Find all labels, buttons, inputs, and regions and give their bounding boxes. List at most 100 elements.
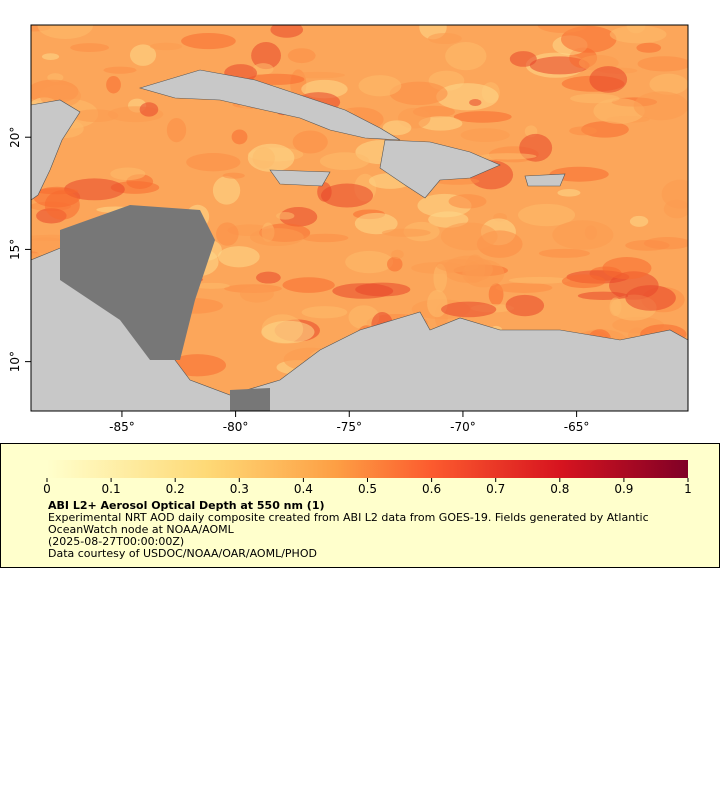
aod-patch bbox=[139, 102, 159, 117]
aod-patch bbox=[72, 109, 119, 123]
aod-patch bbox=[355, 282, 411, 297]
aod-patch bbox=[663, 199, 688, 219]
aod-patch bbox=[250, 228, 304, 247]
aod-patch bbox=[389, 81, 448, 106]
aod-patch bbox=[436, 259, 479, 273]
aod-patch bbox=[549, 166, 609, 182]
aod-patch bbox=[345, 250, 394, 274]
colorbar bbox=[47, 460, 688, 478]
aod-patch bbox=[35, 188, 79, 195]
aod-patch bbox=[508, 276, 571, 284]
aod-patch bbox=[440, 222, 498, 251]
aod-patch bbox=[216, 222, 239, 246]
colorbar-tick-label: 0 bbox=[43, 482, 51, 496]
aod-patch bbox=[552, 220, 614, 250]
aod-patch bbox=[448, 194, 487, 209]
x-tick-label: -70° bbox=[450, 420, 476, 434]
aod-patch bbox=[252, 147, 275, 169]
aod-patch bbox=[538, 248, 590, 258]
aod-patch bbox=[495, 282, 553, 293]
aod-patch bbox=[561, 25, 617, 53]
aod-patch bbox=[358, 75, 402, 97]
aod-patch bbox=[518, 203, 576, 227]
colorbar-tick-label: 0.2 bbox=[166, 482, 185, 496]
aod-patch bbox=[239, 285, 274, 303]
colorbar-tick-label: 0.1 bbox=[102, 482, 121, 496]
aod-patch bbox=[282, 277, 335, 293]
aod-patch bbox=[569, 126, 597, 136]
aod-patch bbox=[64, 178, 125, 201]
aod-patch bbox=[636, 42, 662, 53]
colorbar-tick-label: 0.7 bbox=[486, 482, 505, 496]
aod-patch bbox=[433, 263, 448, 293]
aod-patch bbox=[270, 25, 304, 38]
legend-title: ABI L2+ Aerosol Optical Depth at 550 nm … bbox=[48, 499, 325, 512]
aod-patch bbox=[480, 153, 537, 160]
aod-patch bbox=[537, 25, 588, 33]
aod-patch bbox=[629, 215, 649, 227]
aod-patch bbox=[252, 63, 274, 75]
legend-time: (2025-08-27T00:00:00Z) bbox=[48, 535, 185, 548]
aod-patch bbox=[509, 51, 537, 67]
colorbar-tick-label: 0.9 bbox=[614, 482, 633, 496]
aod-patch bbox=[103, 66, 137, 74]
aod-patch bbox=[292, 130, 328, 154]
x-tick-label: -75° bbox=[336, 420, 362, 434]
aod-patch bbox=[287, 48, 316, 64]
aod-patch bbox=[302, 233, 349, 243]
aod-patch bbox=[217, 246, 260, 268]
aod-patch bbox=[557, 188, 581, 197]
y-tick-label: 10° bbox=[8, 351, 22, 372]
colorbar-tick-label: 0.8 bbox=[550, 482, 569, 496]
aod-patch bbox=[193, 282, 230, 289]
map-frame bbox=[30, 24, 689, 412]
aod-patch bbox=[181, 32, 236, 50]
y-tick-label: 20° bbox=[8, 127, 22, 148]
aod-patch bbox=[387, 256, 403, 272]
aod-patch bbox=[37, 25, 94, 40]
legend-credit: Data courtesy of USDOC/NOAA/OAR/AOML/PHO… bbox=[48, 547, 317, 560]
aod-patch bbox=[319, 152, 370, 171]
aod-patch bbox=[441, 301, 497, 318]
aod-patch bbox=[41, 53, 60, 60]
aod-patch bbox=[381, 228, 431, 237]
aod-patch bbox=[320, 183, 374, 208]
aod-patch bbox=[460, 128, 510, 143]
aod-patch bbox=[129, 44, 157, 66]
aod-patch bbox=[70, 43, 110, 53]
aod-patch bbox=[625, 285, 676, 311]
aod-patch bbox=[593, 98, 645, 124]
colorbar-tick-label: 0.5 bbox=[358, 482, 377, 496]
colorbar-tick-label: 1 bbox=[684, 482, 692, 496]
aod-patch bbox=[289, 71, 345, 79]
aod-patch bbox=[276, 212, 295, 220]
aod-patch bbox=[505, 294, 545, 317]
aod-patch bbox=[633, 91, 688, 121]
x-tick-label: -65° bbox=[564, 420, 590, 434]
aod-patch bbox=[301, 306, 348, 319]
aod-patch bbox=[256, 271, 281, 284]
aod-patch bbox=[602, 257, 652, 280]
aod-patch bbox=[231, 129, 248, 145]
aod-patch bbox=[453, 111, 512, 123]
aod-patch bbox=[222, 172, 245, 179]
aod-patch bbox=[427, 32, 462, 45]
aod-patch bbox=[609, 25, 667, 44]
aod-patch bbox=[279, 207, 318, 227]
colorbar-tick-label: 0.6 bbox=[422, 482, 441, 496]
aod-patch bbox=[625, 240, 670, 251]
aod-patch bbox=[166, 117, 187, 143]
aod-patch bbox=[561, 274, 606, 289]
aod-patch bbox=[469, 99, 482, 107]
legend-text: ABI L2+ Aerosol Optical Depth at 550 nm … bbox=[48, 500, 688, 560]
aod-patch bbox=[106, 76, 121, 94]
aod-patch bbox=[649, 73, 688, 95]
aod-patch bbox=[149, 42, 183, 51]
map-area bbox=[31, 25, 688, 411]
aod-patch bbox=[251, 41, 281, 70]
aod-patch bbox=[212, 176, 241, 205]
aod-patch bbox=[609, 297, 622, 317]
aod-patch bbox=[589, 66, 628, 93]
